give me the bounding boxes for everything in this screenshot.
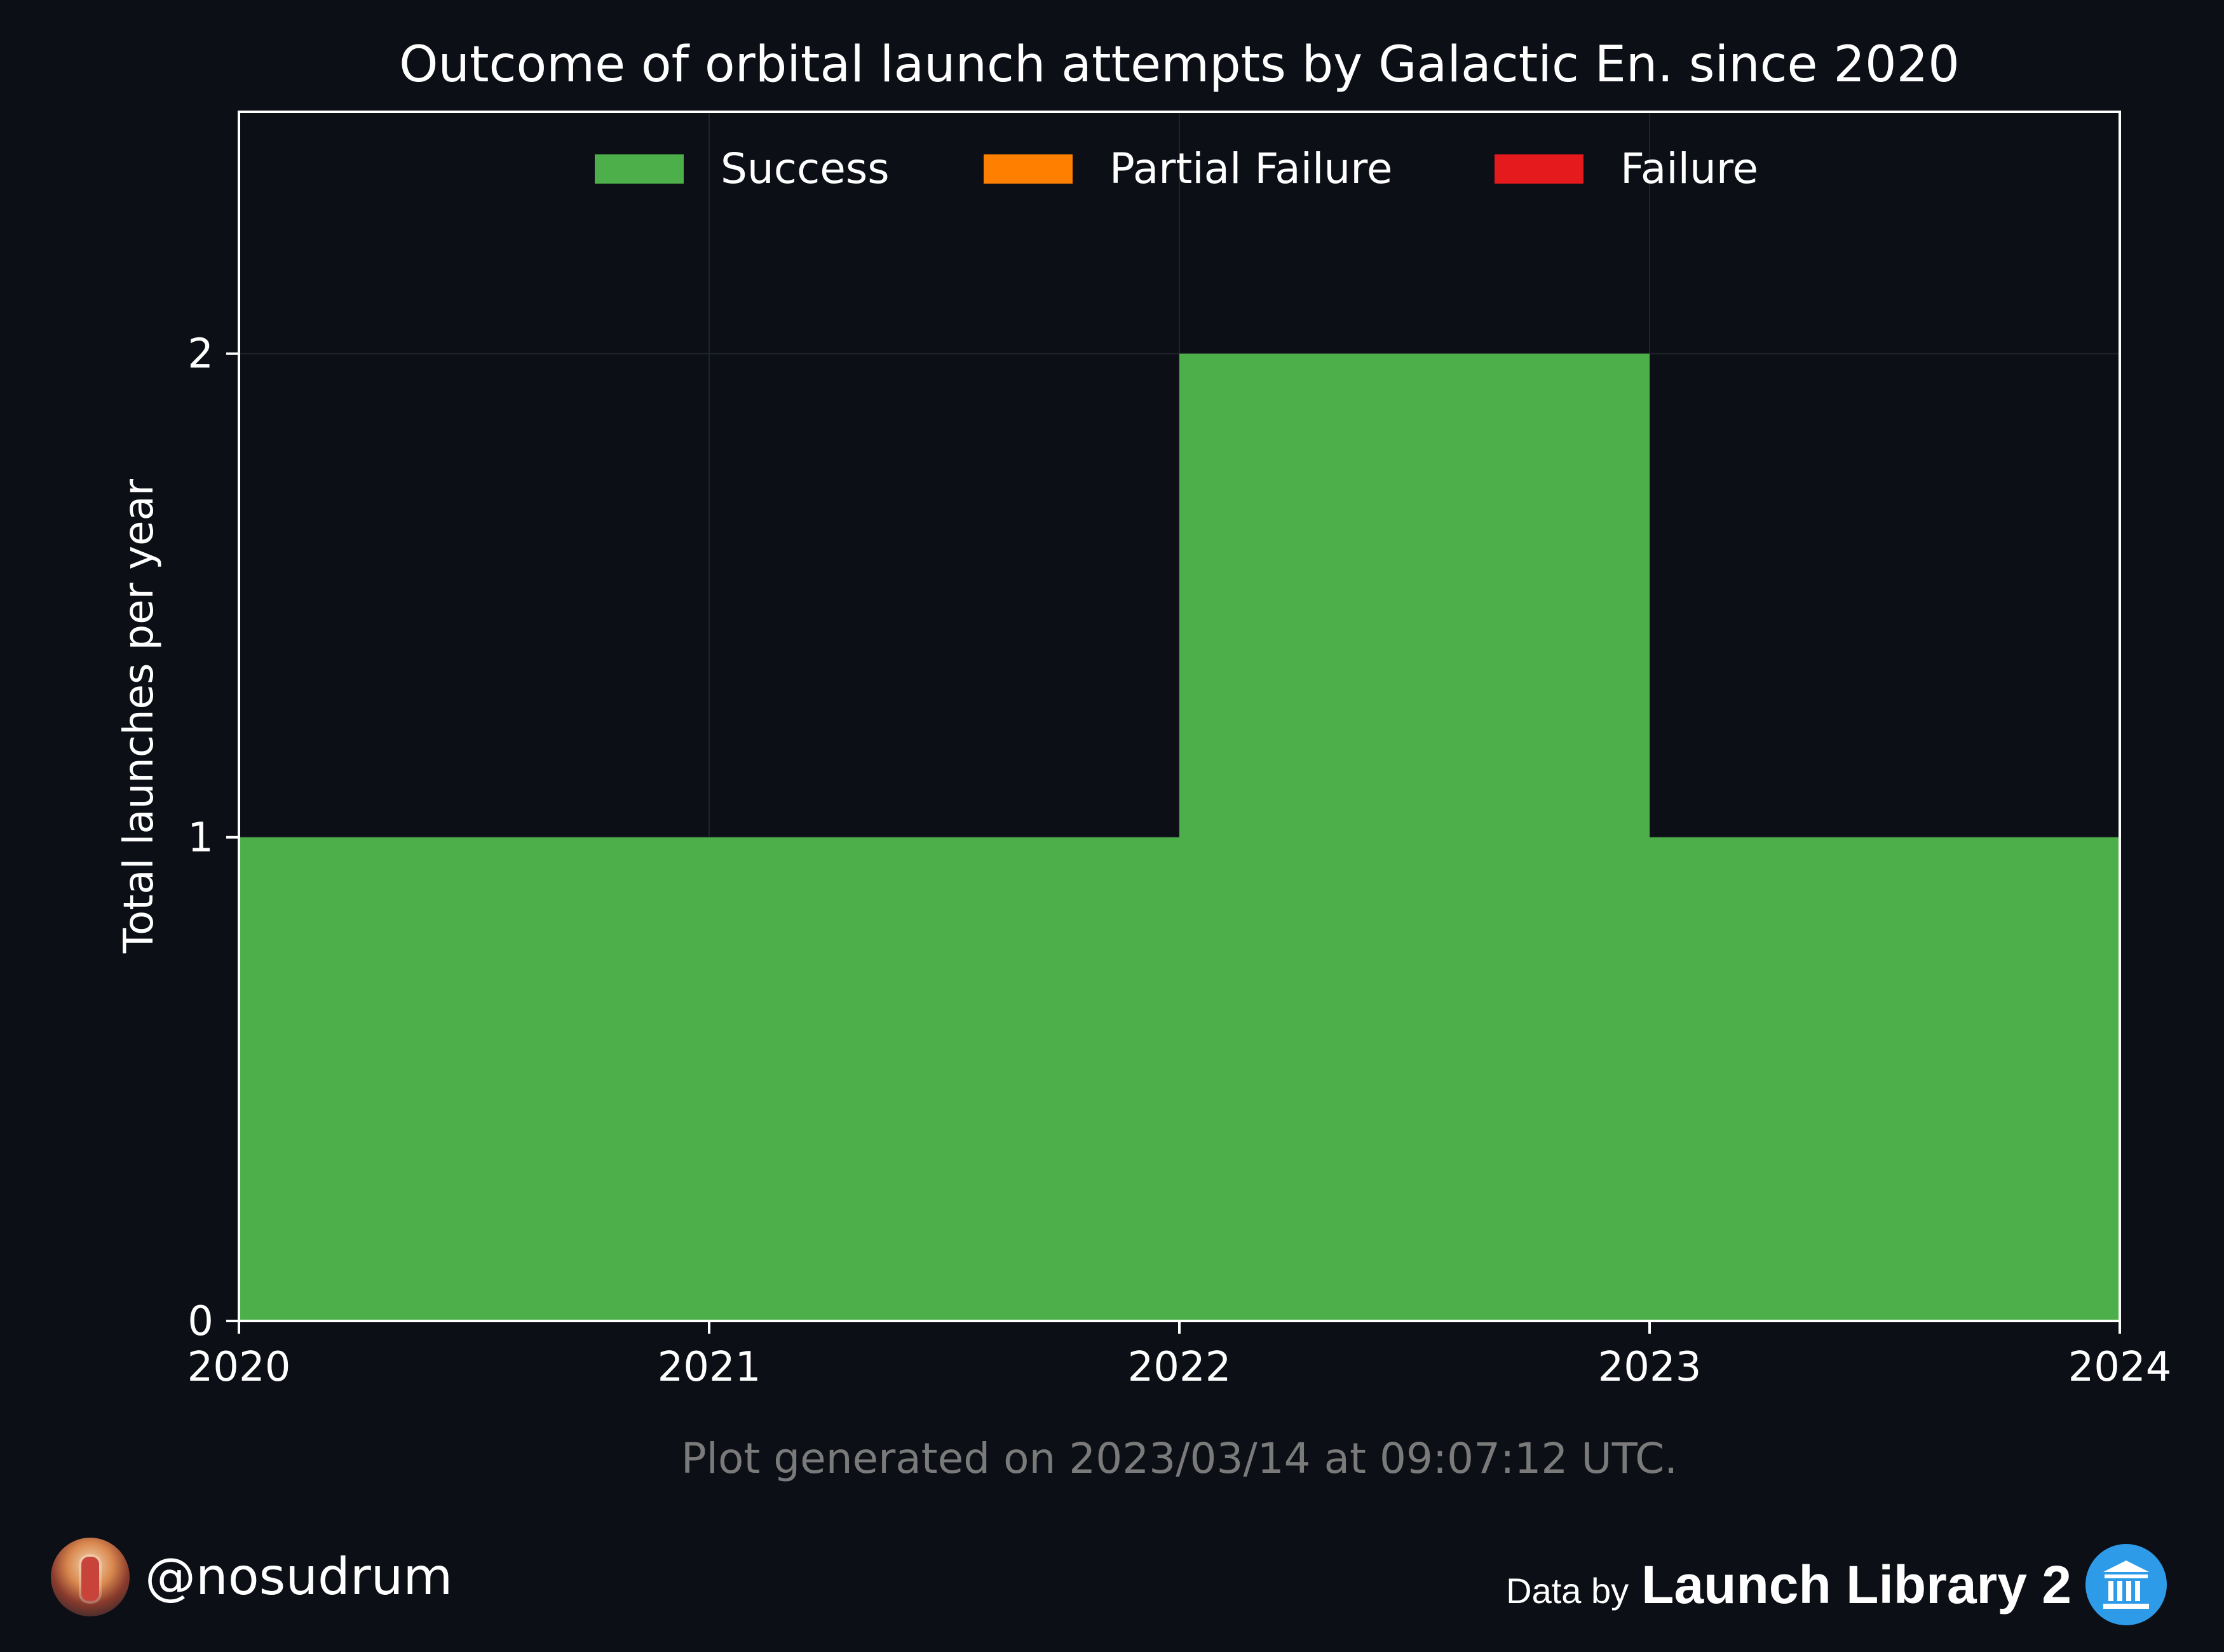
legend: Success Partial Failure Failure [595,144,1758,193]
legend-label-success: Success [721,144,890,193]
footnote: Plot generated on 2023/03/14 at 09:07:12… [681,1434,1678,1483]
legend-swatch-partial-failure [984,154,1073,184]
x-tick-label-2022: 2022 [1128,1344,1231,1391]
plot-area [238,111,2121,1322]
astronaut-avatar-icon [51,1538,130,1616]
y-tick-label-0: 0 [187,1298,214,1345]
y-tick-label-1: 1 [187,815,214,862]
x-tick-label-2024: 2024 [2068,1344,2172,1391]
series-areas [239,353,2120,1321]
y-axis: 0 1 2 [187,331,239,1345]
y-axis-label: Total launches per year [116,478,163,954]
credit-brand: Launch Library 2 [1641,1554,2071,1615]
x-tick-label-2021: 2021 [658,1344,761,1391]
y-tick-label-2: 2 [187,331,214,378]
museum-icon [2085,1544,2167,1625]
credit-prefix: Data by [1506,1570,1629,1611]
legend-label-failure: Failure [1620,144,1758,193]
legend-swatch-success [595,154,684,184]
footer-handle: @nosudrum [145,1547,453,1606]
x-tick-label-2020: 2020 [187,1344,291,1391]
legend-label-partial-failure: Partial Failure [1109,144,1393,193]
data-credit: Data by Launch Library 2 [1506,1544,2167,1625]
x-axis: 2020 2021 2022 2023 2024 [187,1321,2172,1391]
chart-title: Outcome of orbital launch attempts by Ga… [399,36,1960,93]
x-tick-label-2023: 2023 [1598,1344,1702,1391]
legend-swatch-failure [1495,154,1583,184]
series-area-success [239,353,2120,1321]
